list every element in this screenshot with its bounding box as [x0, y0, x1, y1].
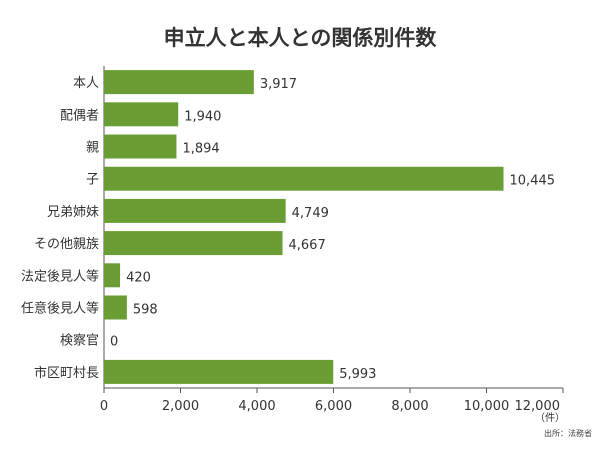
value-label-1: 1,940: [184, 109, 221, 124]
x-unit-label: （件）: [535, 412, 565, 424]
x-tick-label-5: 10,000: [464, 399, 510, 414]
x-tick-label-2: 4,000: [238, 399, 275, 414]
category-label-4: 兄弟姉妹: [47, 205, 99, 220]
category-label-0: 本人: [73, 76, 99, 91]
value-label-0: 3,917: [260, 77, 297, 92]
value-label-3: 10,445: [510, 174, 556, 189]
x-tick-label-3: 6,000: [315, 399, 352, 414]
bar-5: [104, 231, 283, 256]
bar-3: [104, 166, 504, 191]
category-label-5: その他親族: [34, 236, 99, 252]
bar-6: [104, 263, 121, 288]
value-label-4: 4,749: [292, 206, 329, 221]
x-tick-label-0: 0: [100, 399, 108, 414]
category-label-9: 市区町村長: [34, 365, 99, 381]
chart-title: 申立人と本人との関係別件数: [163, 26, 437, 50]
category-label-1: 配偶者: [60, 108, 99, 123]
value-label-7: 598: [133, 303, 158, 318]
bar-0: [104, 70, 254, 95]
value-label-5: 4,667: [289, 238, 326, 253]
bar-1: [104, 102, 179, 127]
value-label-6: 420: [126, 270, 151, 285]
value-label-9: 5,993: [339, 367, 376, 382]
bar-7: [104, 295, 127, 320]
category-label-6: 法定後見人等: [21, 268, 99, 284]
source-note: 出所：法務省: [544, 429, 592, 438]
x-tick-label-4: 8,000: [391, 399, 428, 414]
bar-2: [104, 134, 177, 159]
bar-4: [104, 198, 286, 223]
value-label-8: 0: [110, 335, 118, 350]
category-label-7: 任意後見人等: [21, 301, 99, 317]
category-label-2: 親: [86, 141, 99, 156]
x-tick-label-6: 12,000: [515, 399, 561, 414]
category-label-8: 検察官: [60, 333, 99, 349]
x-tick-label-1: 2,000: [162, 399, 199, 414]
bar-9: [104, 359, 334, 384]
category-label-3: 子: [86, 173, 99, 188]
value-label-2: 1,894: [182, 142, 219, 157]
